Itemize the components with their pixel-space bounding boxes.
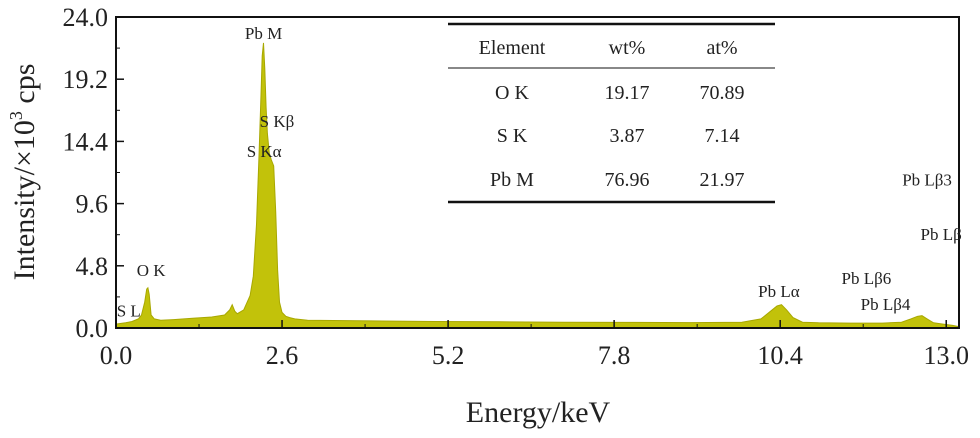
peak-label: O K xyxy=(137,261,167,280)
x-tick-label: 7.8 xyxy=(598,341,631,370)
table-header-wt: wt% xyxy=(609,37,646,59)
x-axis-title: Energy/keV xyxy=(466,396,611,429)
y-tick-label: 4.8 xyxy=(76,252,109,281)
table-cell: 19.17 xyxy=(605,82,650,104)
peak-label: S L xyxy=(117,301,141,320)
composition-table: Element wt% at% O K 19.17 70.89 S K 3.87… xyxy=(448,22,775,204)
x-tick-label: 0.0 xyxy=(100,341,133,370)
x-tick-label: 5.2 xyxy=(432,341,465,370)
plot-frame xyxy=(115,16,960,329)
y-tick-label: 0.0 xyxy=(76,314,109,343)
table-cell: 3.87 xyxy=(610,125,645,147)
x-tick-label: 10.4 xyxy=(757,341,803,370)
spectrum-area xyxy=(115,42,960,329)
peak-label: Pb Lβ6 xyxy=(842,269,892,288)
x-axis: 0.0 2.6 5.2 7.8 10.4 13.0 xyxy=(100,320,969,370)
table-cell: 21.97 xyxy=(700,169,745,191)
table-cell: 70.89 xyxy=(700,82,745,104)
table-cell: 7.14 xyxy=(705,125,740,147)
y-tick-label: 9.6 xyxy=(76,190,109,219)
peak-label: Pb Lβ4 xyxy=(861,295,911,314)
table-header-at: at% xyxy=(706,37,737,59)
table-cell: O K xyxy=(495,82,529,104)
peak-label: S Kβ xyxy=(260,112,295,131)
table-header-element: Element xyxy=(479,37,546,59)
peak-label: Pb Lβ xyxy=(920,225,961,244)
y-tick-label: 19.2 xyxy=(63,65,109,94)
table-cell: Pb M xyxy=(490,169,534,191)
x-tick-label: 2.6 xyxy=(266,341,299,370)
y-tick-label: 14.4 xyxy=(63,127,109,156)
y-axis-title: Intensity/×103 cps xyxy=(6,64,41,281)
x-tick-label: 13.0 xyxy=(923,341,969,370)
y-tick-label: 24.0 xyxy=(63,3,109,32)
peak-label: S Kα xyxy=(247,142,282,161)
peak-annotations: Pb M S Kβ S Kα O K S L Pb Lα Pb Lβ3 Pb Lβ Pb Lβ6… xyxy=(117,24,962,320)
y-axis: 0.0 4.8 9.6 14.4 19.2 24.0 xyxy=(63,3,124,343)
peak-label: Pb Lβ3 xyxy=(902,170,952,189)
peak-label: Pb M xyxy=(245,24,282,43)
peak-label: Pb Lα xyxy=(758,282,800,301)
table-cell: S K xyxy=(497,125,528,147)
table-cell: 76.96 xyxy=(605,169,650,191)
